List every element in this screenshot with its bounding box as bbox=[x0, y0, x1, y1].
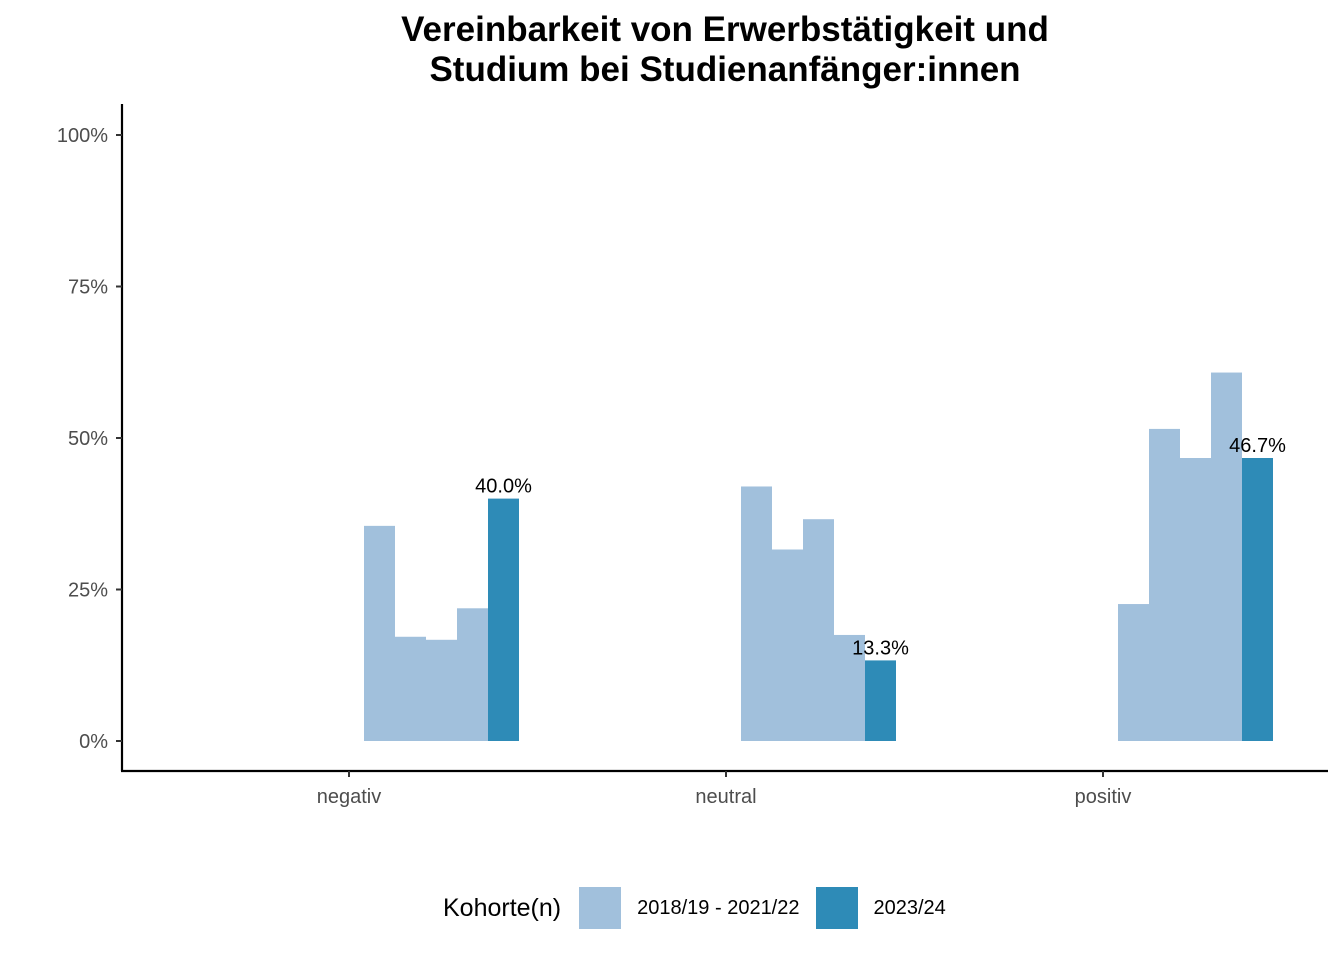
bar-negativ-historic-4 bbox=[457, 608, 488, 741]
bar-negativ-current bbox=[488, 498, 519, 741]
legend-item-historic: 2018/19 - 2021/22 bbox=[579, 887, 800, 929]
legend-item-current: 2023/24 bbox=[815, 887, 946, 929]
bar-positiv-historic-4 bbox=[1211, 372, 1242, 741]
bar-neutral-current bbox=[865, 660, 896, 741]
bar-neutral-historic-2 bbox=[772, 549, 803, 741]
bar-positiv-historic-3 bbox=[1180, 457, 1211, 741]
legend-label-current: 2023/24 bbox=[873, 896, 946, 919]
legend-label-historic: 2018/19 - 2021/22 bbox=[637, 896, 800, 919]
x-tick-label-neutral: neutral bbox=[695, 786, 756, 808]
x-tick-label-positiv: positiv bbox=[1075, 786, 1132, 808]
y-tick-label-0: 0% bbox=[79, 731, 108, 753]
y-tick-label-1: 25% bbox=[68, 580, 108, 602]
chart-title-line-2: Studium bei Studienanfänger:innen bbox=[429, 50, 1021, 89]
bar-negativ-historic-3 bbox=[426, 639, 457, 741]
bar-chart: 40.0% 13.3% 46.7% 0% 25% 50% 75% 100% negativ neu… bbox=[57, 104, 1328, 808]
bar-positiv-current bbox=[1242, 457, 1273, 741]
y-tick-label-2: 50% bbox=[68, 428, 108, 450]
data-label-neutral: 13.3% bbox=[852, 637, 909, 659]
chart-title-line-1: Vereinbarkeit von Erwerbstätigkeit und bbox=[401, 10, 1049, 49]
bar-positiv-historic-1 bbox=[1118, 604, 1149, 741]
y-tick-label-4: 100% bbox=[57, 125, 108, 147]
legend-key-current bbox=[815, 887, 858, 929]
bar-neutral-historic-3 bbox=[803, 519, 834, 741]
data-label-positiv: 46.7% bbox=[1229, 435, 1286, 457]
y-tick-label-3: 75% bbox=[68, 277, 108, 299]
data-label-negativ: 40.0% bbox=[475, 476, 532, 498]
bar-neutral-historic-4 bbox=[834, 634, 865, 741]
chart-title: Vereinbarkeit von Erwerbstätigkeit und S… bbox=[0, 10, 1344, 90]
legend-title: Kohorte(n) bbox=[443, 893, 562, 922]
bar-neutral-historic-1 bbox=[741, 486, 772, 741]
bar-positiv-historic-2 bbox=[1149, 428, 1180, 741]
x-tick-label-negativ: negativ bbox=[317, 786, 382, 808]
legend-key-historic bbox=[579, 887, 622, 929]
legend: Kohorte(n) 2018/19 - 2021/22 2023/24 bbox=[443, 886, 962, 930]
bar-negativ-historic-1 bbox=[364, 525, 395, 741]
bar-negativ-historic-2 bbox=[395, 636, 426, 741]
